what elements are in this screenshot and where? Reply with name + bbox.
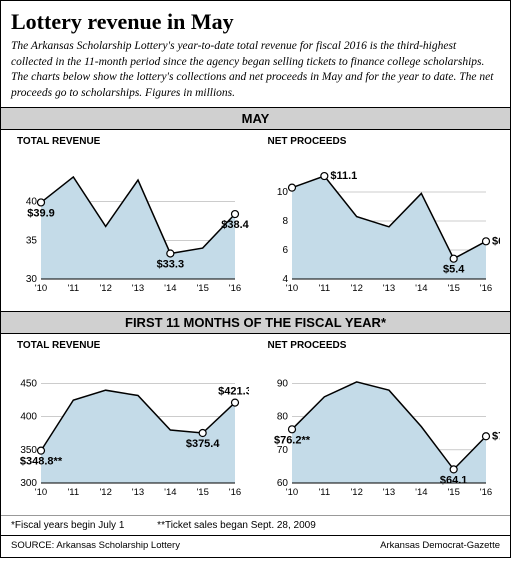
svg-text:'16: '16 xyxy=(479,487,491,498)
svg-text:'12: '12 xyxy=(99,283,111,294)
svg-text:'11: '11 xyxy=(318,487,330,498)
svg-text:80: 80 xyxy=(276,412,288,423)
main-title: Lottery revenue in May xyxy=(11,9,500,35)
svg-text:'13: '13 xyxy=(382,487,394,498)
footnotes: *Fiscal years begin July 1 **Ticket sale… xyxy=(1,515,510,535)
svg-text:$5.4: $5.4 xyxy=(442,264,464,276)
chart-title: NET PROCEEDS xyxy=(260,340,503,351)
svg-text:$64.1: $64.1 xyxy=(439,474,467,486)
svg-text:$38.4: $38.4 xyxy=(221,219,249,231)
svg-text:'14: '14 xyxy=(415,283,427,294)
svg-text:$11.1: $11.1 xyxy=(330,170,357,182)
svg-text:'11: '11 xyxy=(67,487,79,498)
may-charts-row: TOTAL REVENUE 303540'10'11'12'13'14'15'1… xyxy=(1,130,510,311)
svg-text:$348.8**: $348.8** xyxy=(20,456,63,468)
footnote-2: **Ticket sales began Sept. 28, 2009 xyxy=(157,520,316,531)
fy-proceeds-chart: 60708090'10'11'12'13'14'15'16$76.2**$64.… xyxy=(260,355,500,505)
svg-text:450: 450 xyxy=(20,379,37,390)
svg-text:'12: '12 xyxy=(350,283,362,294)
svg-text:$375.4: $375.4 xyxy=(186,438,221,450)
chart-title: TOTAL REVENUE xyxy=(9,136,252,147)
svg-text:6: 6 xyxy=(282,245,288,256)
svg-text:$74.1: $74.1 xyxy=(492,430,500,442)
svg-text:$6.6: $6.6 xyxy=(492,235,500,247)
svg-text:35: 35 xyxy=(26,235,38,246)
svg-text:70: 70 xyxy=(276,445,288,456)
may-revenue-chart: 303540'10'11'12'13'14'15'16$39.9$33.3$38… xyxy=(9,151,249,301)
svg-text:'11: '11 xyxy=(67,283,79,294)
svg-text:400: 400 xyxy=(20,412,37,423)
fy-revenue-col: TOTAL REVENUE 300350400450'10'11'12'13'1… xyxy=(5,340,256,505)
svg-text:10: 10 xyxy=(276,187,288,198)
fy-charts-row: TOTAL REVENUE 300350400450'10'11'12'13'1… xyxy=(1,334,510,515)
svg-text:'10: '10 xyxy=(35,487,47,498)
svg-text:90: 90 xyxy=(276,379,288,390)
svg-text:'11: '11 xyxy=(318,283,330,294)
svg-text:'10: '10 xyxy=(35,283,47,294)
svg-text:'15: '15 xyxy=(196,283,208,294)
svg-text:'10: '10 xyxy=(285,487,297,498)
svg-text:350: 350 xyxy=(20,445,37,456)
fy-proceeds-col: NET PROCEEDS 60708090'10'11'12'13'14'15'… xyxy=(256,340,507,505)
svg-text:'15: '15 xyxy=(447,283,459,294)
chart-title: NET PROCEEDS xyxy=(260,136,503,147)
svg-text:'16: '16 xyxy=(229,283,241,294)
source-row: SOURCE: Arkansas Scholarship Lottery Ark… xyxy=(1,535,510,557)
svg-text:$39.9: $39.9 xyxy=(27,208,55,220)
svg-text:'12: '12 xyxy=(350,487,362,498)
source-left: SOURCE: Arkansas Scholarship Lottery xyxy=(11,540,180,551)
svg-text:'13: '13 xyxy=(382,283,394,294)
section-fy-header: FIRST 11 MONTHS OF THE FISCAL YEAR* xyxy=(1,311,510,334)
may-proceeds-chart: 46810'10'11'12'13'14'15'16$11.1$5.4$6.6 xyxy=(260,151,500,301)
svg-text:'13: '13 xyxy=(132,283,144,294)
svg-text:'13: '13 xyxy=(132,487,144,498)
svg-text:'15: '15 xyxy=(447,487,459,498)
infographic-container: Lottery revenue in May The Arkansas Scho… xyxy=(0,0,511,558)
svg-text:$421.3: $421.3 xyxy=(218,386,249,398)
svg-text:8: 8 xyxy=(282,216,288,227)
svg-text:'10: '10 xyxy=(285,283,297,294)
svg-text:'16: '16 xyxy=(479,283,491,294)
may-revenue-col: TOTAL REVENUE 303540'10'11'12'13'14'15'1… xyxy=(5,136,256,301)
svg-text:'14: '14 xyxy=(164,487,176,498)
svg-text:'16: '16 xyxy=(229,487,241,498)
svg-text:$76.2**: $76.2** xyxy=(273,434,310,446)
svg-text:'15: '15 xyxy=(196,487,208,498)
svg-text:'14: '14 xyxy=(164,283,176,294)
footnote-1: *Fiscal years begin July 1 xyxy=(11,520,124,531)
header: Lottery revenue in May The Arkansas Scho… xyxy=(1,1,510,107)
source-right: Arkansas Democrat-Gazette xyxy=(380,540,500,551)
subtitle: The Arkansas Scholarship Lottery's year-… xyxy=(11,39,500,101)
section-may-header: MAY xyxy=(1,107,510,130)
svg-text:'12: '12 xyxy=(99,487,111,498)
may-proceeds-col: NET PROCEEDS 46810'10'11'12'13'14'15'16$… xyxy=(256,136,507,301)
fy-revenue-chart: 300350400450'10'11'12'13'14'15'16$348.8*… xyxy=(9,355,249,505)
svg-text:'14: '14 xyxy=(415,487,427,498)
chart-title: TOTAL REVENUE xyxy=(9,340,252,351)
svg-text:$33.3: $33.3 xyxy=(157,259,185,271)
svg-text:40: 40 xyxy=(26,197,38,208)
